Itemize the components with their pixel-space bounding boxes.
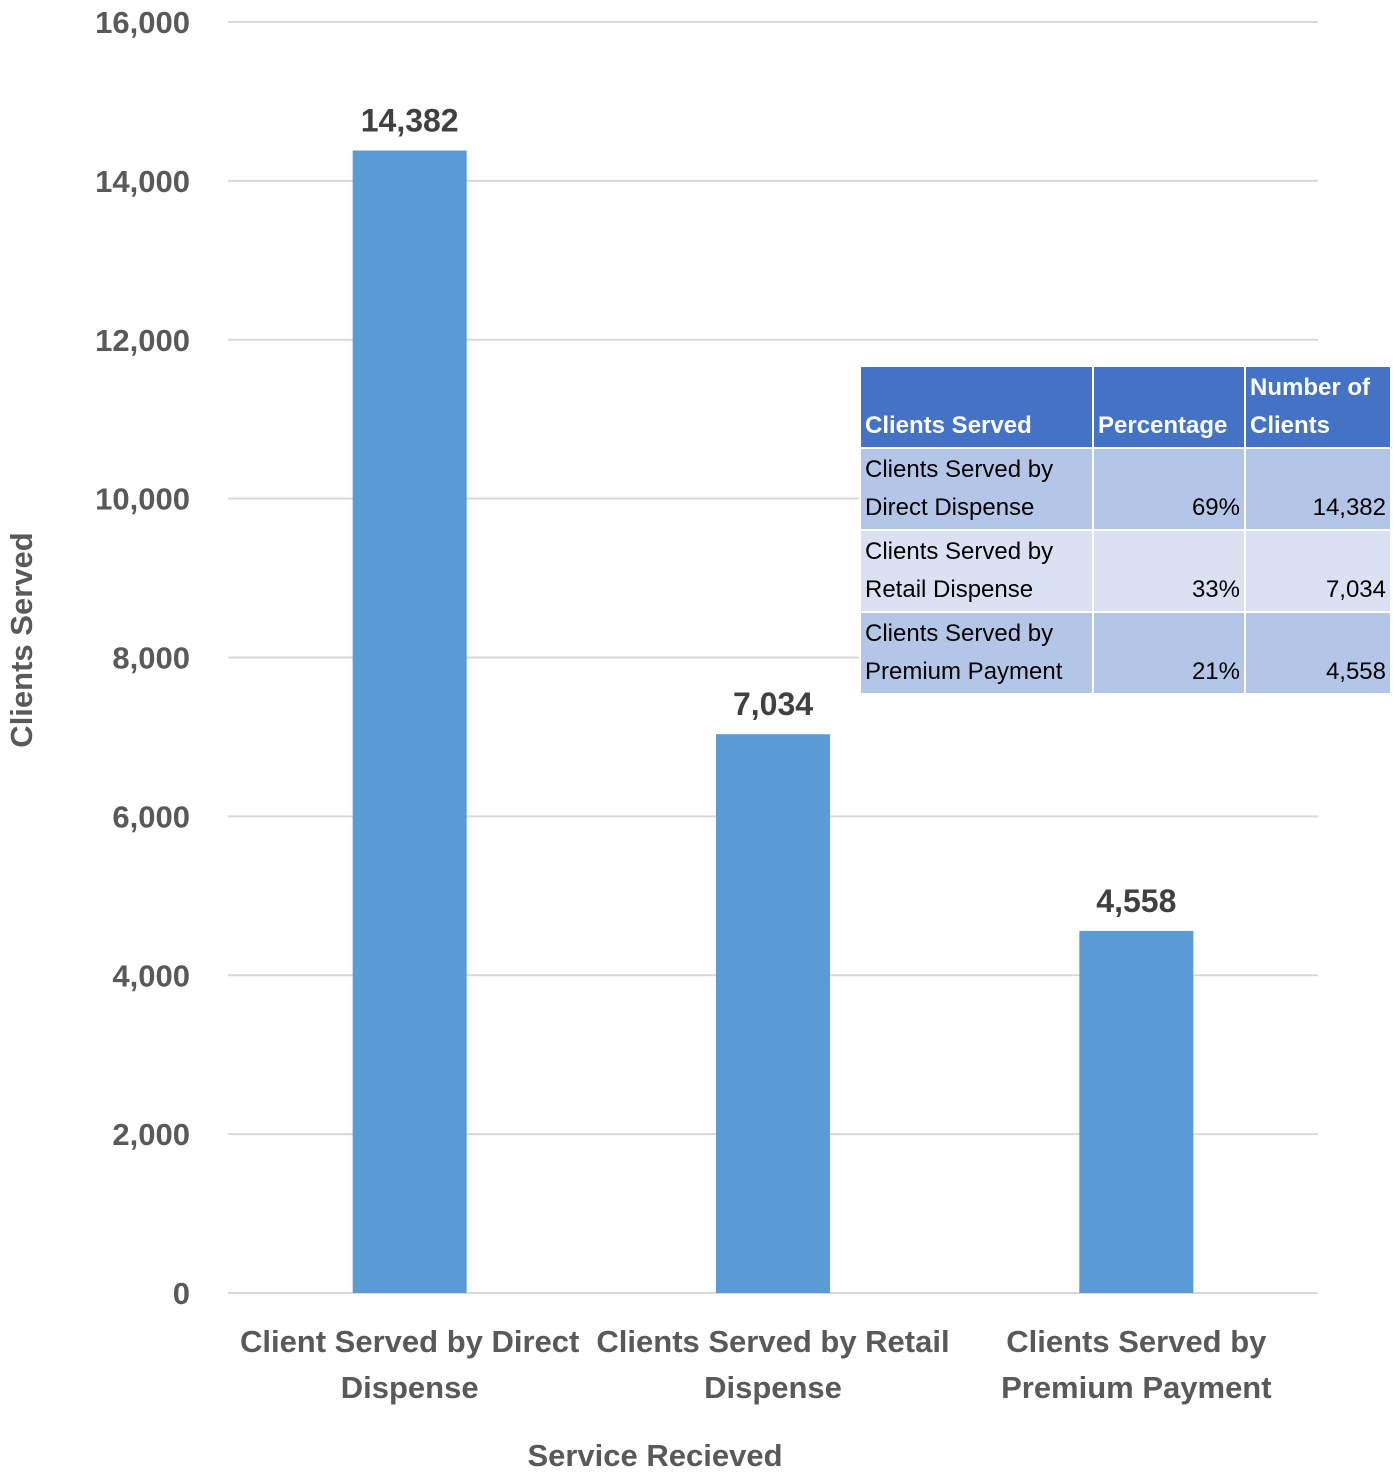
data-label: 7,034 [733,686,813,722]
table-cell-service: Clients Served by Retail Dispense [859,529,1094,613]
y-tick-label: 16,000 [95,5,190,40]
table-cell-percentage: 33% [1092,529,1246,613]
table-row: Clients Served by Premium Payment 21% 4,… [859,611,1392,695]
table-cell-percentage: 69% [1092,447,1246,531]
header-percentage: Percentage [1092,365,1246,449]
y-tick-label: 8,000 [112,641,190,676]
x-axis-category-labels: Client Served by Direct Dispense Clients S… [240,1324,1272,1405]
x-category-label: Dispense [341,1370,479,1405]
x-category-label: Premium Payment [1001,1370,1272,1405]
header-number-of-clients: Number of Clients [1244,365,1392,449]
table-row: Clients Served by Direct Dispense 69% 14… [859,447,1392,531]
table-cell-percentage: 21% [1092,611,1246,695]
data-label: 4,558 [1096,883,1176,919]
bar [352,150,467,1293]
bar [716,734,830,1293]
x-category-label: Clients Served by Retail [596,1324,949,1359]
bar [1079,930,1194,1293]
y-tick-label: 4,000 [112,958,190,993]
table-cell-service: Clients Served by Premium Payment [859,611,1094,695]
y-tick-label: 10,000 [95,482,190,517]
bars [352,150,1194,1293]
table-cell-service: Clients Served by Direct Dispense [859,447,1094,531]
data-label: 14,382 [361,103,459,139]
table-header-row: Clients Served Percentage Number of Clie… [859,365,1392,449]
header-clients-served: Clients Served [859,365,1094,449]
table-row: Clients Served by Retail Dispense 33% 7,… [859,529,1392,613]
table-cell-clients: 14,382 [1244,447,1392,531]
y-axis-title: Clients Served [4,532,39,747]
table-cell-clients: 7,034 [1244,529,1392,613]
x-category-label: Client Served by Direct [240,1324,579,1359]
summary-table: Clients Served Percentage Number of Clie… [859,365,1392,695]
y-tick-label: 12,000 [95,323,190,358]
x-category-label: Dispense [704,1370,842,1405]
y-axis-ticks: 0 2,000 4,000 6,000 8,000 10,000 12,000 14,000 1… [95,5,190,1311]
y-tick-label: 2,000 [112,1117,190,1152]
x-axis-title: Service Recieved [527,1438,782,1472]
y-tick-label: 6,000 [112,799,190,834]
y-tick-label: 0 [173,1276,190,1311]
table-cell-clients: 4,558 [1244,611,1392,695]
x-category-label: Clients Served by [1006,1324,1267,1359]
y-tick-label: 14,000 [95,164,190,199]
data-labels: 14,382 7,034 4,558 [361,103,1177,919]
